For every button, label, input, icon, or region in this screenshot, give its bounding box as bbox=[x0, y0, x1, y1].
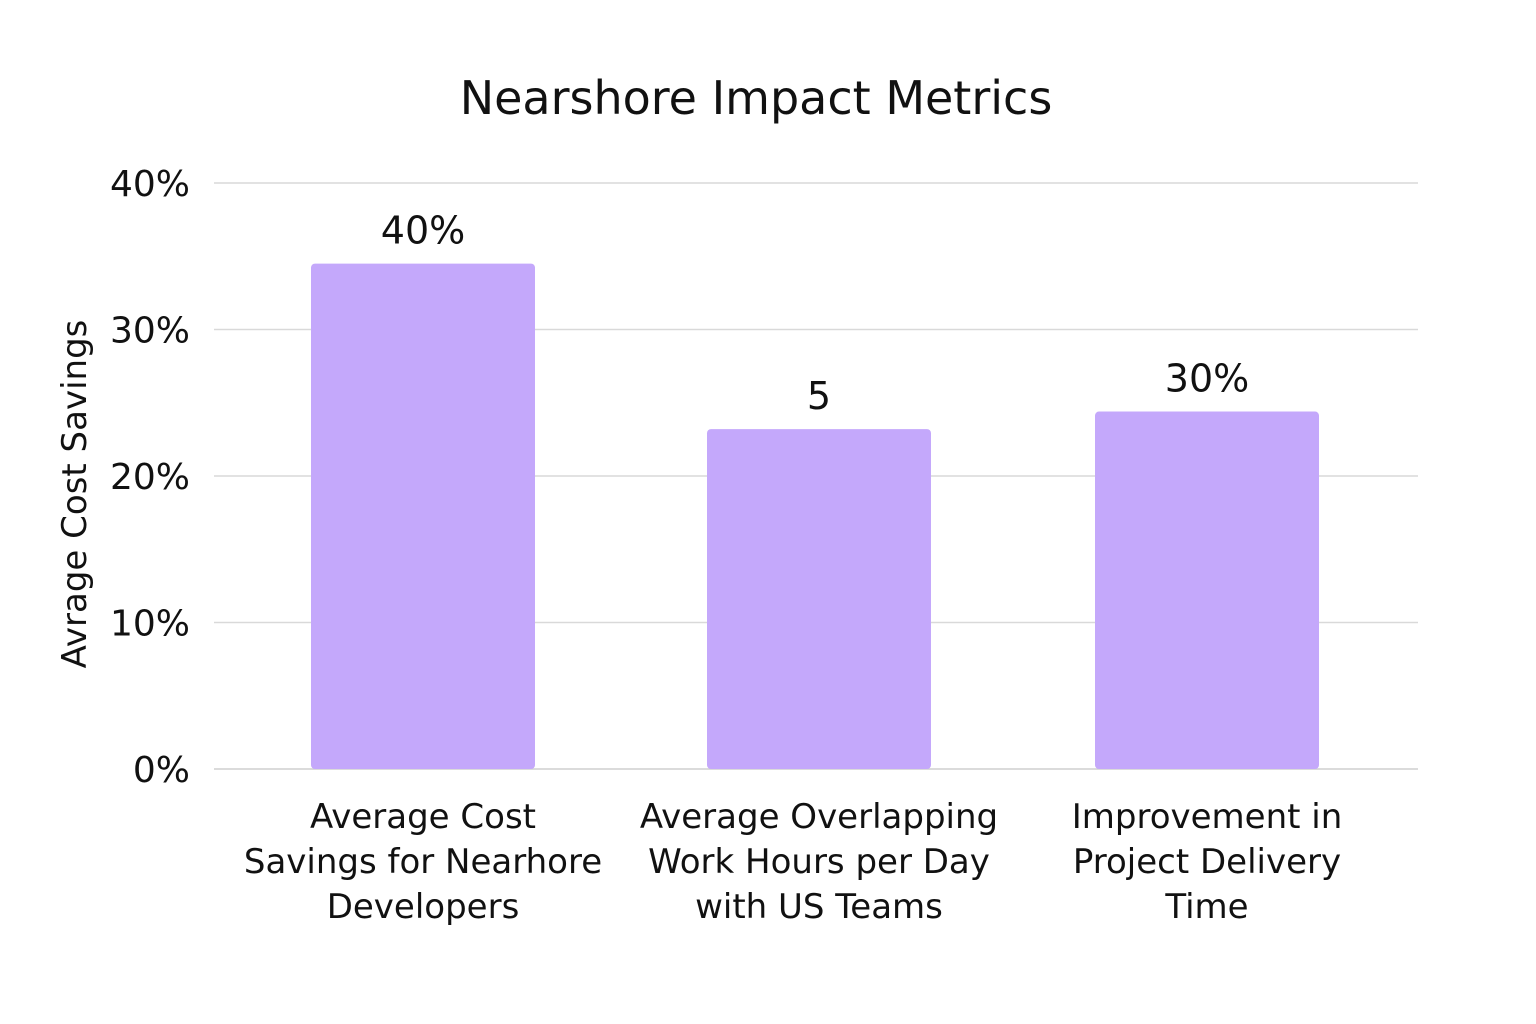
y-tick-label: 20% bbox=[110, 457, 190, 498]
y-tick-label: 10% bbox=[110, 604, 190, 645]
category-label-line: with US Teams bbox=[695, 887, 943, 927]
category-label-line: Savings for Nearhore bbox=[244, 842, 602, 882]
category-label: Improvement in Project Delivery Time bbox=[1072, 797, 1343, 927]
bars bbox=[311, 263, 1319, 769]
y-tick-label: 30% bbox=[110, 311, 190, 352]
data-label: 40% bbox=[381, 209, 465, 253]
bar bbox=[707, 429, 931, 769]
bar bbox=[311, 263, 535, 769]
category-labels: Average Cost Savings for Nearhore Develope… bbox=[244, 797, 1342, 927]
data-labels: 40% 5 30% bbox=[381, 209, 1249, 419]
y-tick-label: 0% bbox=[133, 750, 190, 791]
category-label-line: Time bbox=[1164, 887, 1248, 927]
category-label: Average Cost Savings for Nearhore Develope… bbox=[244, 797, 602, 927]
category-label-line: Work Hours per Day bbox=[648, 842, 990, 882]
y-tick-labels: 0% 10% 20% 30% 40% bbox=[110, 164, 190, 791]
category-label-line: Average Overlapping bbox=[640, 797, 998, 837]
category-label-line: Improvement in bbox=[1072, 797, 1343, 837]
category-label-line: Developers bbox=[327, 887, 520, 927]
category-label: Average Overlapping Work Hours per Day wit… bbox=[640, 797, 998, 927]
y-tick-label: 40% bbox=[110, 164, 190, 205]
y-axis-title: Avrage Cost Savings bbox=[55, 320, 95, 669]
category-label-line: Project Delivery bbox=[1073, 842, 1341, 882]
category-label-line: Average Cost bbox=[310, 797, 536, 837]
chart-title: Nearshore Impact Metrics bbox=[460, 71, 1053, 125]
data-label: 5 bbox=[807, 374, 831, 418]
data-label: 30% bbox=[1165, 357, 1249, 401]
bar bbox=[1095, 411, 1319, 769]
